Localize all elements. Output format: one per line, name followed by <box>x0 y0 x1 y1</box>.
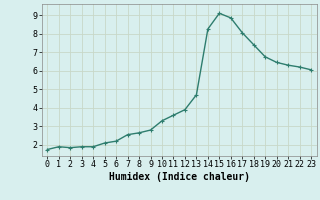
X-axis label: Humidex (Indice chaleur): Humidex (Indice chaleur) <box>109 172 250 182</box>
